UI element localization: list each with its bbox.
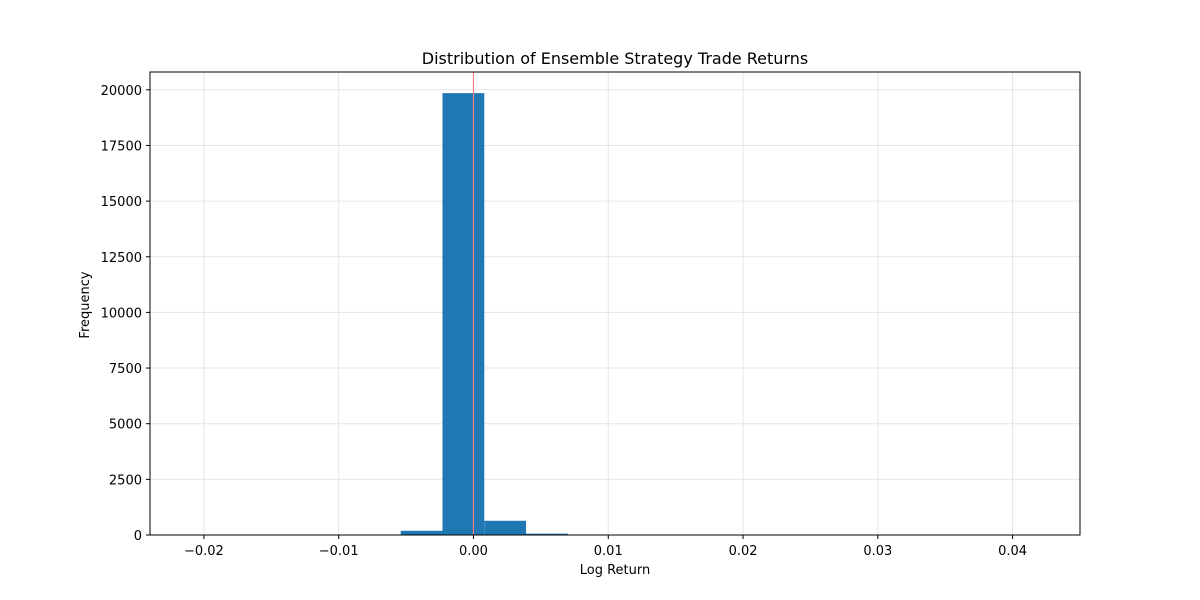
y-tick-label-6: 15000 <box>101 195 142 210</box>
x-tick-label-2: 0.00 <box>459 544 488 559</box>
x-axis-label: Log Return <box>580 563 651 578</box>
x-tick-label-4: 0.02 <box>729 544 758 559</box>
histogram-bar-8 <box>526 533 568 535</box>
histogram-bar-7 <box>484 520 527 535</box>
y-axis-label: Frequency <box>78 271 93 338</box>
x-tick-label-0: −0.02 <box>184 544 224 559</box>
chart-title: Distribution of Ensemble Strategy Trade … <box>422 49 808 68</box>
y-tick-label-4: 10000 <box>101 306 142 321</box>
plot-frame <box>149 71 1081 536</box>
y-tick-label-7: 17500 <box>101 139 142 154</box>
x-tick-label-5: 0.03 <box>863 544 892 559</box>
y-tick-label-0: 0 <box>134 529 142 544</box>
y-tick-label-1: 2500 <box>109 473 142 488</box>
y-axis-ticks: 0 2500 5000 7500 10000 12500 15000 17500 20000 <box>101 84 150 544</box>
y-tick-label-5: 12500 <box>101 251 142 266</box>
x-tick-label-1: −0.01 <box>319 544 359 559</box>
y-tick-label-2: 5000 <box>109 418 142 433</box>
x-tick-label-3: 0.01 <box>594 544 623 559</box>
histogram-bar-6 <box>442 93 485 535</box>
y-tick-label-3: 7500 <box>109 362 142 377</box>
x-axis-ticks: −0.02 −0.01 0.00 0.01 0.02 0.03 0.04 <box>184 535 1027 559</box>
histogram-bar-5 <box>400 530 443 535</box>
y-tick-label-8: 20000 <box>101 84 142 99</box>
histogram-bars <box>191 93 1040 535</box>
x-tick-label-6: 0.04 <box>998 544 1027 559</box>
